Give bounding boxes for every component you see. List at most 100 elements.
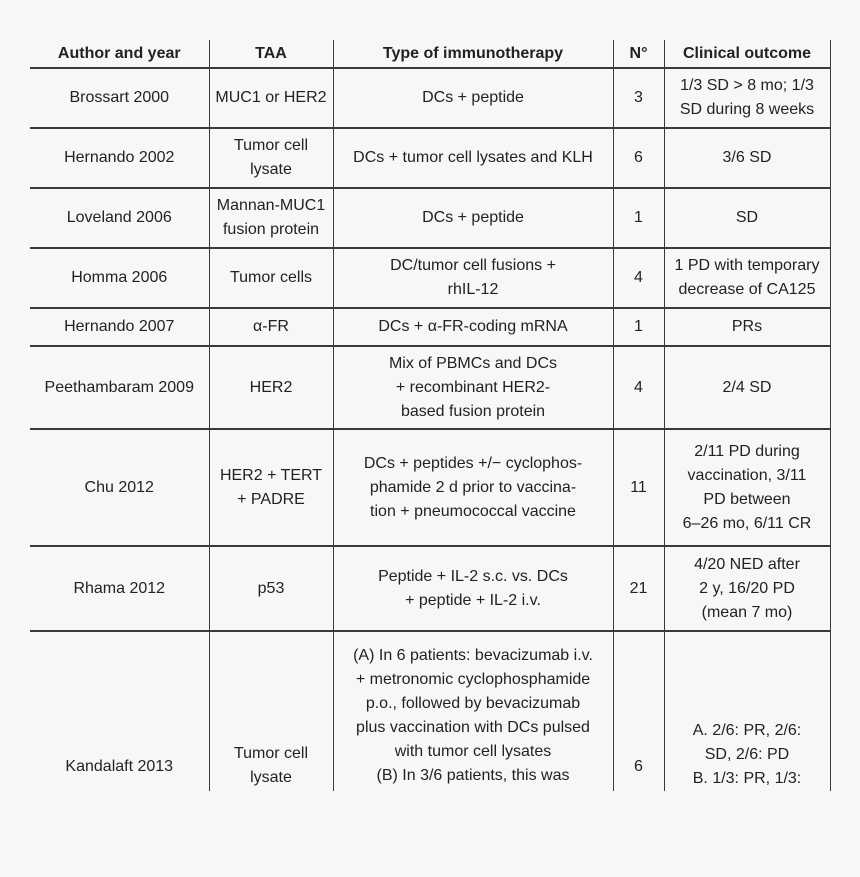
therapy-cell: DCs + tumor cell lysates and KLH bbox=[333, 128, 614, 189]
therapy-cell: DC/tumor cell fusions + rhIL-12 bbox=[333, 248, 614, 309]
header-clinical-outcome: Clinical outcome bbox=[664, 40, 831, 69]
taa-cell: Tumor cell lysate bbox=[209, 128, 334, 189]
outcome-cell-line: A. 2/6: PR, 2/6: bbox=[692, 722, 802, 739]
taa-cell-line: Tumor cell bbox=[233, 137, 309, 154]
outcome-cell-line: 2/11 PD during bbox=[694, 442, 800, 460]
outcome-cell-line: 6–26 mo, 6/11 CR bbox=[682, 514, 812, 532]
outcome-cell-line: SD during 8 weeks bbox=[679, 101, 815, 118]
taa-cell: Tumor cells bbox=[209, 248, 334, 309]
taa-cell-line: α-FR bbox=[253, 318, 289, 335]
taa-cell-line: lysate bbox=[250, 769, 292, 786]
author-year-cell: Homma 2006 bbox=[30, 248, 210, 309]
therapy-cell-line: DCs + peptide bbox=[422, 89, 524, 106]
outcome-cell: A. 2/6: PR, 2/6: SD, 2/6: PD B. 1/3: PR, 1… bbox=[664, 631, 831, 791]
therapy-cell-line: DC/tumor cell fusions + bbox=[390, 257, 556, 274]
therapy-cell-line: tion + pneumococcal vaccine bbox=[370, 502, 576, 520]
number-cell: 6 bbox=[613, 631, 665, 791]
table-row: Loveland 2006 Mannan-MUC1 fusion protein DC… bbox=[30, 188, 831, 249]
outcome-cell: 1/3 SD > 8 mo; 1/3 SD during 8 weeks bbox=[664, 68, 831, 129]
header-taa: TAA bbox=[209, 40, 334, 69]
taa-cell-line: p53 bbox=[257, 579, 285, 597]
outcome-cell-line: 2 y, 16/20 PD bbox=[699, 579, 795, 597]
outcome-cell-line: SD bbox=[735, 209, 759, 226]
table-row: Rhama 2012 p53 Peptide + IL-2 s.c. vs. DCs… bbox=[30, 546, 831, 632]
outcome-cell-line: PD between bbox=[703, 490, 791, 508]
number-cell: 4 bbox=[613, 248, 665, 309]
outcome-cell-line: 1/3 SD > 8 mo; 1/3 bbox=[680, 77, 814, 94]
taa-cell-line: Mannan-MUC1 bbox=[216, 197, 326, 214]
therapy-cell-line: + recombinant HER2- bbox=[395, 378, 551, 396]
therapy-cell-line: + metronomic cyclophosphamide bbox=[355, 671, 591, 688]
taa-cell: HER2 + TERT + PADRE bbox=[209, 429, 334, 547]
outcome-cell-line: SD, 2/6: PD bbox=[704, 746, 790, 763]
therapy-cell: DCs + α-FR-coding mRNA bbox=[333, 308, 614, 347]
table-row: Homma 2006 Tumor cells DC/tumor cell fusio… bbox=[30, 248, 831, 309]
therapy-cell: Mix of PBMCs and DCs + recombinant HER2- b… bbox=[333, 346, 614, 430]
taa-cell: p53 bbox=[209, 546, 334, 632]
number-cell: 1 bbox=[613, 308, 665, 347]
table-row: Kandalaft 2013 Tumor cell lysate (A) In 6 p… bbox=[30, 631, 831, 791]
therapy-cell-line: based fusion protein bbox=[400, 402, 546, 420]
therapy-cell-line: + peptide + IL-2 i.v. bbox=[405, 591, 541, 609]
number-cell: 21 bbox=[613, 546, 665, 632]
author-year-cell: Loveland 2006 bbox=[30, 188, 210, 249]
taa-cell: Mannan-MUC1 fusion protein bbox=[209, 188, 334, 249]
table-row: Peethambaram 2009 HER2 Mix of PBMCs and DC… bbox=[30, 346, 831, 430]
author-year-cell: Hernando 2002 bbox=[30, 128, 210, 189]
outcome-cell: PRs bbox=[664, 308, 831, 347]
taa-cell-line: lysate bbox=[250, 161, 292, 178]
table-row: Hernando 2007 α-FR DCs + α-FR-coding mRNA 1… bbox=[30, 308, 831, 347]
outcome-cell: SD bbox=[664, 188, 831, 249]
outcome-cell-line: vaccination, 3/11 bbox=[687, 466, 807, 484]
author-year-cell: Rhama 2012 bbox=[30, 546, 210, 632]
author-year-cell: Kandalaft 2013 bbox=[30, 631, 210, 791]
therapy-cell-line: DCs + peptides +/− cyclophos- bbox=[363, 454, 583, 472]
header-number: N° bbox=[613, 40, 665, 69]
number-cell: 11 bbox=[613, 429, 665, 547]
immunotherapy-table-container: Author and year TAA Type of immunotherap… bbox=[30, 40, 831, 791]
taa-cell-line: Tumor cell bbox=[233, 745, 309, 762]
author-year-cell: Chu 2012 bbox=[30, 429, 210, 547]
taa-cell-line: HER2 + TERT bbox=[219, 466, 323, 484]
therapy-cell-line: (B) In 3/6 patients, this was bbox=[376, 767, 570, 784]
number-cell: 3 bbox=[613, 68, 665, 129]
outcome-cell: 2/11 PD during vaccination, 3/11 PD betwee… bbox=[664, 429, 831, 547]
therapy-cell-line: Mix of PBMCs and DCs bbox=[388, 354, 558, 372]
therapy-cell: DCs + peptide bbox=[333, 188, 614, 249]
taa-cell: HER2 bbox=[209, 346, 334, 430]
immunotherapy-table: Author and year TAA Type of immunotherap… bbox=[30, 40, 831, 791]
therapy-cell: DCs + peptide bbox=[333, 68, 614, 129]
number-cell: 6 bbox=[613, 128, 665, 189]
therapy-cell: Peptide + IL-2 s.c. vs. DCs + peptide + I… bbox=[333, 546, 614, 632]
outcome-cell-line: PRs bbox=[731, 318, 763, 335]
header-row: Author and year TAA Type of immunotherap… bbox=[30, 40, 831, 69]
therapy-cell-line: phamide 2 d prior to vaccina- bbox=[369, 478, 577, 496]
therapy-cell: (A) In 6 patients: bevacizumab i.v. + met… bbox=[333, 631, 614, 791]
outcome-cell: 1 PD with temporary decrease of CA125 bbox=[664, 248, 831, 309]
therapy-cell-line: with tumor cell lysates bbox=[394, 743, 552, 760]
table-row: Chu 2012 HER2 + TERT + PADRE DCs + peptides… bbox=[30, 429, 831, 547]
therapy-cell-line: Peptide + IL-2 s.c. vs. DCs bbox=[378, 567, 568, 585]
author-year-cell: Peethambaram 2009 bbox=[30, 346, 210, 430]
author-year-cell: Brossart 2000 bbox=[30, 68, 210, 129]
taa-cell-line: + PADRE bbox=[237, 490, 305, 508]
outcome-cell-line: 1 PD with temporary bbox=[674, 257, 820, 274]
author-year-cell: Hernando 2007 bbox=[30, 308, 210, 347]
outcome-cell-line: 4/20 NED after bbox=[694, 555, 800, 573]
therapy-cell-line: plus vaccination with DCs pulsed bbox=[356, 719, 590, 736]
table-row: Brossart 2000 MUC1 or HER2 DCs + peptide 3 1… bbox=[30, 68, 831, 129]
therapy-cell-line: rhIL-12 bbox=[447, 281, 499, 298]
taa-cell-line: MUC1 or HER2 bbox=[215, 89, 327, 106]
table-row: Hernando 2002 Tumor cell lysate DCs + tumor… bbox=[30, 128, 831, 189]
outcome-cell-line: B. 1/3: PR, 1/3: bbox=[692, 770, 802, 787]
taa-cell: MUC1 or HER2 bbox=[209, 68, 334, 129]
number-cell: 1 bbox=[613, 188, 665, 249]
taa-cell-line: fusion protein bbox=[222, 221, 320, 238]
outcome-cell: 2/4 SD bbox=[664, 346, 831, 430]
header-type-of-immunotherapy: Type of immunotherapy bbox=[333, 40, 614, 69]
therapy-cell-line: (A) In 6 patients: bevacizumab i.v. bbox=[353, 647, 593, 664]
outcome-cell-line: (mean 7 mo) bbox=[701, 603, 793, 621]
outcome-cell-line: decrease of CA125 bbox=[678, 281, 816, 298]
therapy-cell-line: DCs + tumor cell lysates and KLH bbox=[353, 149, 593, 166]
taa-cell: Tumor cell lysate bbox=[209, 631, 334, 791]
